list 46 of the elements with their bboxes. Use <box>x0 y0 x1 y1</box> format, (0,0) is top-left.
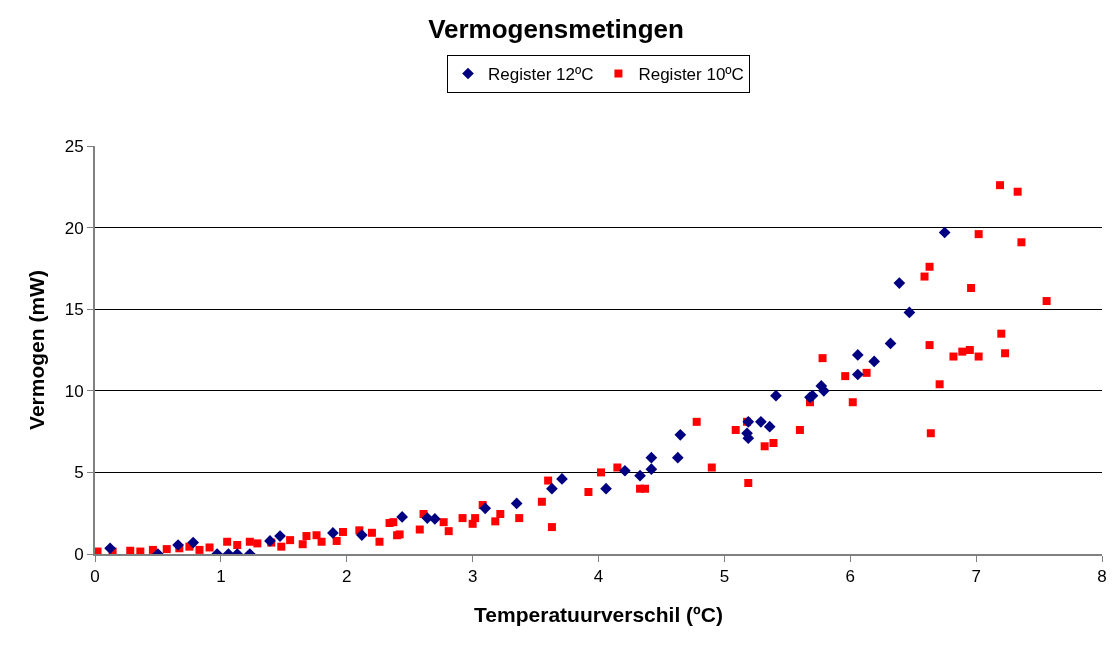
point <box>479 502 492 515</box>
chart-title: Vermogensmetingen <box>428 13 684 44</box>
x-tick-label: 7 <box>971 567 981 587</box>
x-tick-label: 8 <box>1097 567 1107 587</box>
point <box>851 368 864 381</box>
point <box>104 542 116 554</box>
legend-label: Register 12ºC <box>488 65 594 85</box>
legend-label: Register 10ºC <box>638 65 744 85</box>
y-tick-label: 25 <box>64 136 84 156</box>
point <box>645 451 658 464</box>
y-tick-label: 0 <box>74 544 84 564</box>
point <box>645 463 658 475</box>
point <box>187 536 200 549</box>
point <box>356 529 368 541</box>
point <box>671 451 684 464</box>
point <box>674 429 687 441</box>
point <box>619 464 631 477</box>
y-axis-title: Vermogen (mW) <box>25 270 49 430</box>
point <box>893 277 906 289</box>
y-tick-label: 20 <box>64 218 84 238</box>
x-tick-label: 5 <box>719 567 730 587</box>
point <box>755 415 767 428</box>
x-axis-title: Temperatuurverschil (ºC) <box>474 603 723 627</box>
point <box>429 513 441 525</box>
x-tick-label: 2 <box>342 567 352 587</box>
point <box>884 337 897 350</box>
x-tick-label: 0 <box>90 567 100 587</box>
point <box>763 420 776 433</box>
x-tick-label: 1 <box>216 567 226 587</box>
x-tick-label: 3 <box>467 567 478 587</box>
y-tick-label: 10 <box>64 381 84 401</box>
point <box>634 469 646 482</box>
point <box>510 497 523 510</box>
point <box>938 226 951 239</box>
point <box>546 482 558 495</box>
point <box>327 527 339 539</box>
point <box>851 349 864 361</box>
point <box>770 389 782 402</box>
point <box>396 511 408 523</box>
x-tick-label: 6 <box>845 567 855 587</box>
y-tick-label: 15 <box>64 300 84 320</box>
point <box>868 355 881 368</box>
x-tick-label: 4 <box>593 567 604 587</box>
point <box>903 306 916 319</box>
point <box>600 482 612 495</box>
y-tick-label: 5 <box>74 463 84 483</box>
